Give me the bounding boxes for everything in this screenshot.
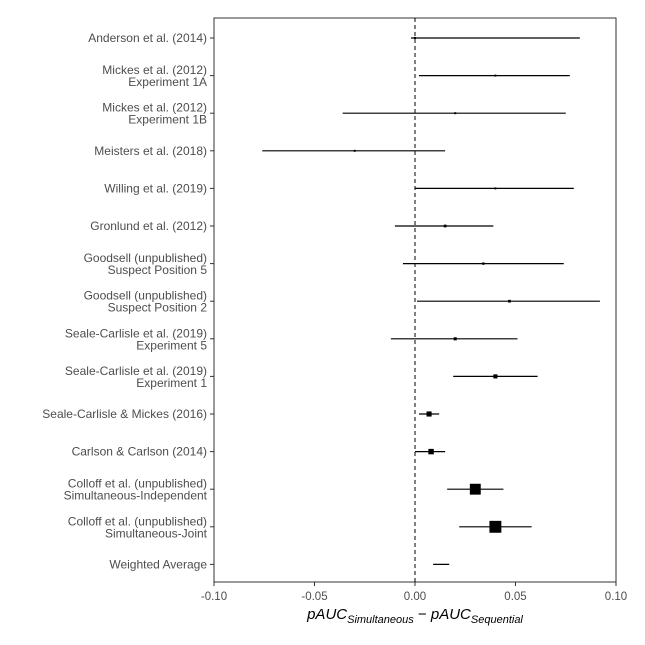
point-estimate bbox=[428, 448, 434, 455]
study-label-line: Goodsell (unpublished) bbox=[84, 289, 207, 303]
study-label-line: Mickes et al. (2012) bbox=[102, 101, 207, 115]
point-estimate bbox=[494, 74, 497, 77]
point-estimate bbox=[494, 187, 497, 190]
study-label-line: Mickes et al. (2012) bbox=[102, 63, 207, 77]
study-label: Goodsell (unpublished) Suspect Position 2 bbox=[84, 289, 208, 315]
study-label-line: Seale-Carlisle et al. (2019) bbox=[65, 326, 207, 340]
study-label: Colloff et al. (unpublished) Simultaneous… bbox=[68, 514, 208, 540]
study-label-line: Experiment 1B bbox=[128, 113, 207, 127]
x-tick-label: 0.05 bbox=[504, 591, 526, 603]
point-estimate bbox=[453, 337, 457, 341]
study-marks bbox=[262, 37, 600, 566]
study-label-line: Suspect Position 2 bbox=[108, 301, 208, 315]
point-estimate bbox=[489, 520, 502, 533]
x-axis-title-operator: − bbox=[414, 606, 431, 623]
study-label: Gronlund et al. (2012) bbox=[90, 219, 207, 233]
x-axis-title: pAUCSimultaneous − pAUCSequential bbox=[306, 606, 523, 626]
study-label-line: Experiment 5 bbox=[136, 338, 207, 352]
x-tick-label: 0.10 bbox=[605, 591, 627, 603]
x-axis-title-sub1: Simultaneous bbox=[347, 614, 414, 626]
study-label-line: Goodsell (unpublished) bbox=[84, 251, 207, 265]
study-label: Willing et al. (2019) bbox=[104, 181, 207, 195]
x-axis-title-main2: pAUC bbox=[430, 606, 471, 623]
point-estimate bbox=[426, 411, 432, 417]
study-label-line: Colloff et al. (unpublished) bbox=[68, 514, 207, 528]
study-label-line: Colloff et al. (unpublished) bbox=[68, 477, 207, 491]
study-label-line: Suspect Position 5 bbox=[108, 263, 208, 277]
study-label: Seale-Carlisle et al. (2019) Experiment 1 bbox=[65, 364, 207, 390]
x-tick-label: -0.05 bbox=[301, 591, 327, 603]
point-estimate bbox=[469, 483, 481, 495]
study-label-line: Simultaneous-Joint bbox=[105, 526, 208, 540]
study-label: Carlson & Carlson (2014) bbox=[72, 445, 207, 459]
study-labels: Anderson et al. (2014) Mickes et al. (201… bbox=[42, 31, 214, 571]
point-estimate bbox=[482, 262, 485, 265]
study-label: Goodsell (unpublished) Suspect Position 5 bbox=[84, 251, 208, 277]
study-label-line: Seale-Carlisle et al. (2019) bbox=[65, 364, 207, 378]
point-estimate bbox=[508, 299, 511, 303]
point-estimate bbox=[454, 112, 457, 115]
study-label: Seale-Carlisle et al. (2019) Experiment 5 bbox=[65, 326, 207, 352]
study-label: Mickes et al. (2012) Experiment 1A bbox=[102, 63, 207, 89]
study-label: Colloff et al. (unpublished) Simultaneous… bbox=[64, 477, 208, 503]
study-label: Meisters et al. (2018) bbox=[94, 144, 207, 158]
x-axis-title-main: pAUC bbox=[306, 606, 347, 623]
study-label-line: Experiment 1A bbox=[128, 75, 207, 89]
x-tick-label: -0.10 bbox=[201, 591, 227, 603]
study-label: Anderson et al. (2014) bbox=[88, 31, 207, 45]
study-label: Weighted Average bbox=[109, 557, 207, 571]
point-estimate bbox=[353, 149, 356, 152]
study-label: Seale-Carlisle & Mickes (2016) bbox=[42, 407, 207, 421]
x-axis-title-sub2: Sequential bbox=[471, 614, 524, 626]
study-label-line: Experiment 1 bbox=[136, 376, 207, 390]
study-label: Mickes et al. (2012) Experiment 1B bbox=[102, 101, 207, 127]
point-estimate bbox=[493, 374, 498, 379]
study-label-line: Simultaneous-Independent bbox=[64, 489, 208, 503]
point-estimate bbox=[443, 224, 447, 228]
x-tick-label: 0.00 bbox=[404, 591, 426, 603]
x-axis: -0.10 -0.05 0.00 0.05 0.10 bbox=[201, 582, 627, 603]
point-estimate bbox=[414, 37, 416, 39]
